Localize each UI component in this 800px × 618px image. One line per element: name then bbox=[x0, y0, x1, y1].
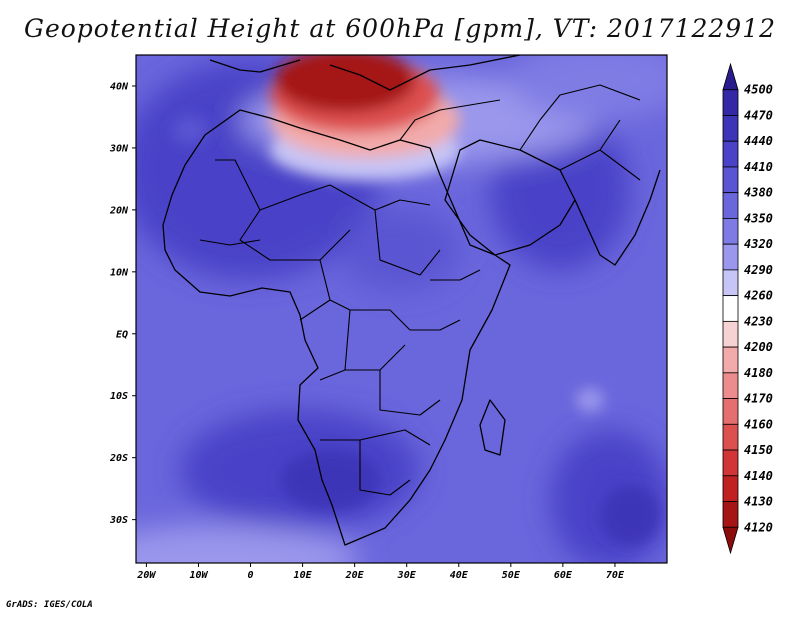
lat-tick-label: 30N bbox=[109, 143, 129, 154]
colorbar-bin bbox=[722, 346, 739, 374]
longitude-axis: 20W 10W 0 10E 20E 30E 40E 50E 60E 70E bbox=[136, 563, 625, 581]
latitude-axis: 40N 30N 20N 10N EQ 10S 20S 30S bbox=[109, 81, 136, 526]
lon-tick-label: 30E bbox=[397, 570, 417, 581]
chart-title: Geopotential Height at 600hPa [gpm], VT:… bbox=[23, 14, 777, 43]
colorbar-label: 4230 bbox=[744, 314, 773, 328]
colorbar-bin bbox=[722, 398, 739, 425]
map-frame bbox=[135, 54, 668, 564]
colorbar: 4500 4470 4440 4410 4380 4350 4320 4290 4260 4230… bbox=[722, 62, 773, 555]
lat-tick-label: 10S bbox=[110, 391, 128, 402]
colorbar-bin bbox=[722, 166, 739, 194]
lat-tick-label: 40N bbox=[110, 81, 129, 92]
lon-tick-label: 10E bbox=[294, 570, 313, 581]
colorbar-bin bbox=[722, 295, 739, 322]
lat-tick-label: 30S bbox=[109, 515, 128, 526]
credit-label: GrADS: IGES/COLA bbox=[6, 600, 93, 610]
colorbar-bin bbox=[722, 501, 739, 528]
height-field bbox=[136, 55, 667, 563]
lat-tick-label: 10N bbox=[110, 267, 129, 278]
colorbar-label: 4320 bbox=[744, 237, 773, 251]
colorbar-bin bbox=[722, 89, 739, 116]
colorbar-label: 4440 bbox=[744, 134, 773, 148]
colorbar-label: 4350 bbox=[744, 211, 773, 225]
colorbar-bin bbox=[722, 62, 739, 91]
colorbar-label: 4380 bbox=[744, 186, 773, 200]
colorbar-bin bbox=[722, 372, 739, 399]
colorbar-label: 4120 bbox=[744, 520, 773, 534]
colorbar-label: 4150 bbox=[744, 443, 773, 457]
lon-tick-label: 0 bbox=[248, 570, 254, 581]
colorbar-bin bbox=[722, 526, 739, 555]
colorbar-bin bbox=[722, 140, 739, 168]
colorbar-bin bbox=[722, 320, 739, 348]
colorbar-bin bbox=[722, 423, 739, 451]
lon-tick-label: 10W bbox=[189, 570, 208, 581]
colorbar-label: 4470 bbox=[744, 108, 773, 122]
colorbar-bin bbox=[722, 218, 739, 245]
colorbar-label: 4410 bbox=[744, 160, 773, 174]
colorbar-label: 4200 bbox=[744, 340, 773, 354]
lon-tick-label: 20W bbox=[136, 570, 156, 581]
colorbar-label: 4260 bbox=[744, 289, 773, 303]
colorbar-bin bbox=[722, 192, 739, 219]
lat-tick-label: 20S bbox=[109, 453, 128, 464]
lat-tick-label: EQ bbox=[116, 329, 128, 340]
colorbar-bin bbox=[722, 269, 739, 297]
lon-tick-label: 60E bbox=[554, 570, 573, 581]
colorbar-label: 4140 bbox=[744, 469, 773, 483]
colorbar-label: 4290 bbox=[744, 263, 773, 277]
coastlines bbox=[162, 55, 661, 546]
colorbar-label: 4160 bbox=[744, 417, 773, 431]
colorbar-label: 4130 bbox=[744, 495, 773, 509]
lon-tick-label: 70E bbox=[606, 570, 625, 581]
lon-tick-label: 40E bbox=[450, 570, 469, 581]
colorbar-bin bbox=[722, 115, 739, 142]
colorbar-bin bbox=[722, 475, 739, 502]
lat-tick-label: 20N bbox=[109, 205, 129, 216]
colorbar-label: 4180 bbox=[744, 366, 773, 380]
lon-tick-label: 50E bbox=[502, 570, 521, 581]
lon-tick-label: 20E bbox=[345, 570, 365, 581]
colorbar-bin bbox=[722, 449, 739, 477]
colorbar-label: 4170 bbox=[744, 392, 773, 406]
colorbar-bin bbox=[722, 243, 739, 271]
colorbar-label: 4500 bbox=[744, 83, 773, 97]
